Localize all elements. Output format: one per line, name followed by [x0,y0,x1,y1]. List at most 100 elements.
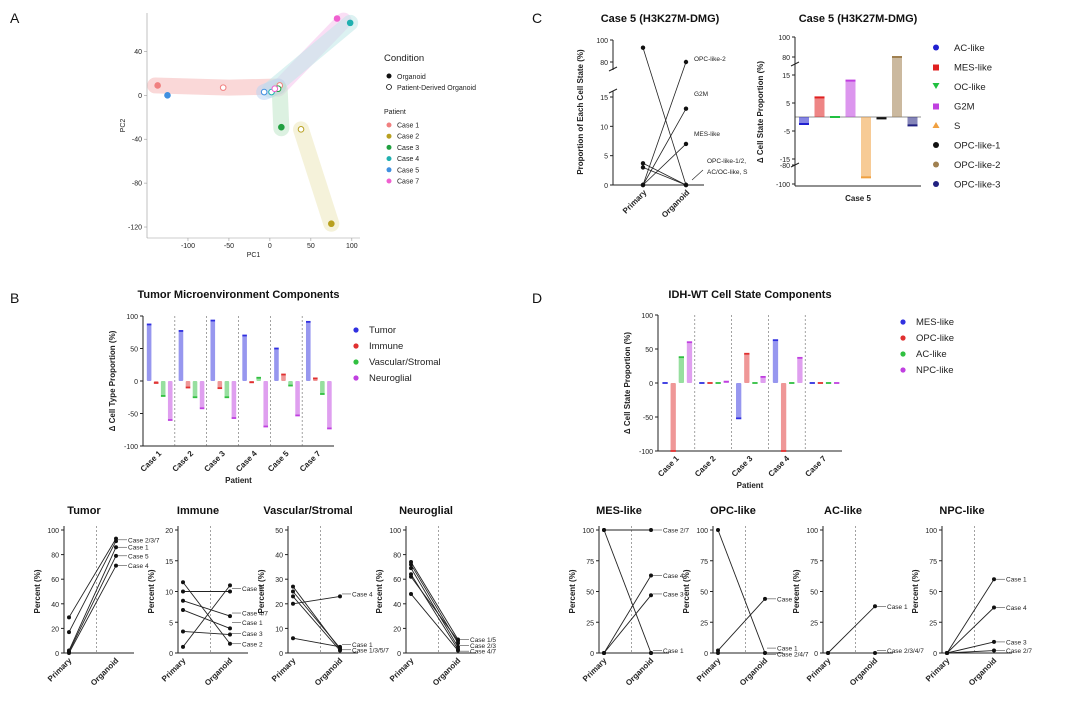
category-label: Primary [924,656,952,684]
category-label: Organoid [89,656,121,688]
series-point [683,141,689,147]
series-line [182,631,231,635]
series-line [182,600,231,617]
cluster-band-5 [293,121,340,232]
series-point [683,106,689,111]
series-point [291,589,295,594]
category-label: Primary [581,656,609,684]
case-label: Case 2/3 [470,643,496,650]
series-point [181,589,185,594]
series-point [873,651,877,655]
case-label: Case 4/7 [470,649,496,656]
legend-label: AC-like [954,43,985,54]
series-point [409,562,413,567]
series-point [114,563,118,568]
category-label: Organoid [431,656,463,688]
series-point [228,583,232,588]
case-label: Case 2/4/7 [777,652,809,659]
case-label: Case 2/7 [1006,648,1032,655]
series-point [649,651,653,655]
series-line [68,555,117,652]
axis-break [608,66,618,72]
c-y-axis-label: Proportion of Each Cell State (%) [576,49,585,175]
series-line [68,565,117,654]
category-label: Primary [46,656,74,684]
series-line [603,575,652,654]
series-line [603,594,652,654]
patient-legend-title: Patient [384,109,406,116]
legend-marker-patient [386,133,392,139]
bar-neuroglial [327,381,332,429]
series-point [409,566,413,571]
bar-neuroglial [295,381,300,416]
series-point [291,601,295,606]
legend-label: Neuroglial [369,373,412,384]
case-label: Case 3 [1006,639,1027,646]
series-line [68,547,117,651]
case-label: Case 3 [663,591,684,598]
series-point [291,594,295,599]
cr-y-tick-label: -5 [784,129,790,136]
pca-x-axis-label: PC1 [247,252,261,259]
series-point [67,630,71,635]
bar-s [861,117,871,178]
chart-title: AC-like [824,505,862,517]
category-label: Primary [695,656,723,684]
bar-immune [217,381,223,389]
legend-label: AC-like [916,349,947,360]
series-point [228,632,232,637]
category-label: Case 7 [803,454,828,479]
mini-y-tick-label: 0 [933,651,937,658]
case-label: Case 1 [242,620,263,627]
series-point [228,589,232,594]
bar-x-axis-label: Patient [737,481,764,490]
category-label: Organoid [848,656,880,688]
panel-letter-a: A [10,10,20,26]
series-line [827,605,876,654]
panel-letter-b: B [10,290,19,306]
case-label: Case 1 [777,646,798,653]
series-point [640,165,646,170]
case-label: Case 3 [242,631,263,638]
cr-y-tick-label: 80 [782,55,790,62]
legend-label: OPC-like-3 [954,180,1000,191]
bar-tumor [274,348,279,381]
series-point [67,615,71,620]
mini-y-tick-label: 75 [929,559,937,566]
series-line [642,167,687,186]
legend-marker [900,351,906,357]
legend-marker [933,142,939,148]
cr-y-tick-label: 100 [778,35,790,42]
c-y-tick-label: 10 [600,124,608,131]
case-label: Case 1/5 [470,637,496,644]
case-label: Case 4 [663,573,684,580]
category-label: Organoid [203,656,235,688]
series-point [992,577,996,582]
mini-y-tick-label: 100 [389,528,401,535]
axis-break [790,61,800,67]
bar-immune [281,374,286,381]
bar-opc-like [744,353,750,383]
series-point [338,594,342,599]
bar-vascular-stromal [192,381,198,398]
case-label: Case 1 [128,545,149,552]
series-point [763,651,767,655]
category-label: Organoid [313,656,345,688]
bar-tumor [305,321,311,381]
c-y-tick-label: 0 [604,183,608,190]
series-line [410,576,459,641]
series-line [946,607,995,654]
case-label: Case 2 [242,641,263,648]
series-line [642,61,687,186]
bar-y-tick-label: 0 [134,379,138,386]
series-line [68,540,117,633]
series-point [640,182,646,188]
bar-vascular-stromal [288,381,293,386]
bar-ac-like [678,357,685,383]
chart-title: Neuroglial [399,505,453,517]
mini-y-tick-label: 50 [810,590,818,597]
case-label: Case 2/3/7 [128,537,160,544]
series-point [992,648,996,653]
series-line [642,143,687,186]
legend-marker [933,181,939,187]
